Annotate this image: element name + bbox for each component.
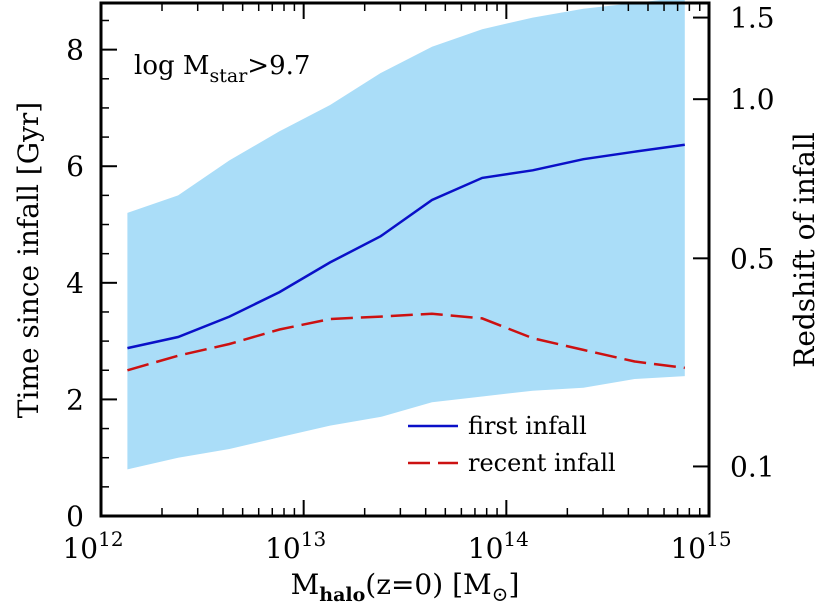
y2-axis-title: Redshift of infall (788, 132, 821, 368)
selection-annotation: log Mstar>9.7 (134, 51, 310, 87)
tick-layer (100, 3, 710, 517)
x-axis-title: Mhalo(z=0) [M⊙] (291, 568, 520, 606)
x-tick-label: 1013 (265, 527, 326, 565)
scatter-band (127, 0, 685, 470)
y-tick-label: 8 (66, 34, 84, 67)
series-layer (127, 143, 685, 372)
y-tick-labels: 0 2 4 6 8 (66, 34, 84, 533)
legend-label-recent-infall: recent infall (468, 449, 616, 477)
y-tick-label: 6 (66, 150, 84, 183)
y-tick-label: 0 (66, 500, 84, 533)
x-tick-label: 1015 (670, 527, 731, 565)
y-axis-title: Time since infall [Gyr] (12, 102, 45, 418)
x-tick-label: 1014 (468, 527, 529, 565)
y2-tick-label: 0.1 (730, 450, 775, 483)
y2-tick-labels: 0.1 0.5 1.0 1.5 (730, 2, 775, 484)
series-line-first-infall (127, 143, 685, 350)
x-tick-label: 1012 (62, 527, 123, 565)
scatter-band-layer (127, 0, 685, 470)
y2-tick-label: 1.5 (730, 2, 775, 35)
legend: first infall recent infall (408, 412, 616, 477)
y2-tick-label: 0.5 (730, 242, 775, 275)
x-tick-labels: 1012 1013 1014 1015 (62, 527, 731, 565)
series-line-recent-infall (127, 312, 685, 372)
legend-label-first-infall: first infall (468, 412, 587, 440)
y-tick-label: 4 (66, 267, 84, 300)
y-tick-label: 2 (66, 383, 84, 416)
y2-tick-label: 1.0 (730, 83, 775, 116)
plot-frame (99, 1, 711, 518)
